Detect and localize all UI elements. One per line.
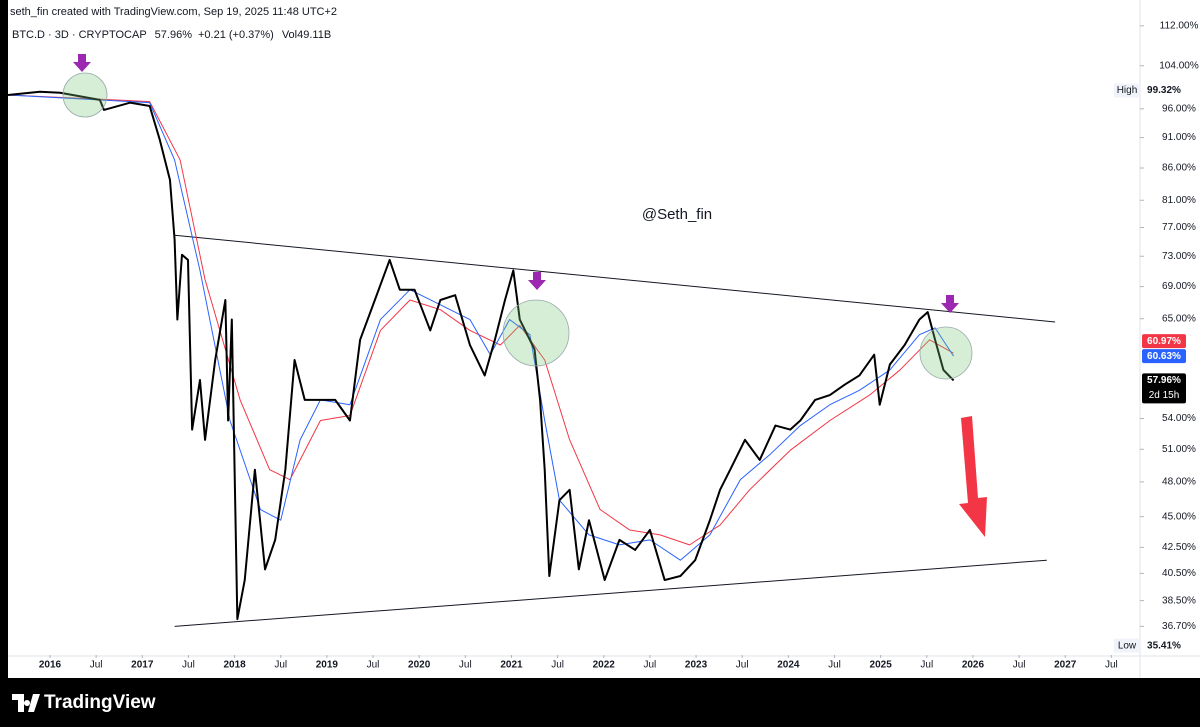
annotations [62,54,987,537]
price-label [1142,349,1186,364]
footer [0,678,1200,727]
y-tick-label: 65.00% [1162,313,1196,324]
x-tick-label: Jul [1105,660,1118,671]
highlight-circle [919,326,973,380]
x-tick-label: 2026 [962,660,985,671]
y-tick-label: 69.00% [1162,281,1196,292]
price-tag: High [1117,85,1138,96]
y-tick-label: 86.00% [1162,163,1196,174]
x-tick-label: 2027 [1054,660,1077,671]
x-tick-label: 2016 [39,660,62,671]
trendline [174,559,1047,627]
x-tick-label: 2023 [685,660,708,671]
x-tick-label: Jul [551,660,564,671]
watermark: @Seth_fin [642,206,712,223]
x-tick-label: 2020 [408,660,431,671]
y-tick-label: 36.70% [1162,621,1196,632]
price-label [1142,83,1186,98]
x-tick-label: Jul [367,660,380,671]
y-tick-label: 96.00% [1162,103,1196,114]
price-label-text: 99.32% [1147,85,1181,96]
price-label [1142,638,1186,653]
series-line [7,90,955,621]
x-tick-label: 2018 [223,660,246,671]
x-tick-label: 2024 [777,660,800,671]
x-tick-label: 2017 [131,660,154,671]
price-label-text: 60.97% [1147,336,1181,347]
y-tick-label: 45.00% [1162,511,1196,522]
price-tag-box [1114,83,1140,98]
x-tick-label: Jul [736,660,749,671]
volume: Vol49.11B [282,29,331,41]
price-tag: Low [1118,640,1137,651]
x-tick-label: 2021 [500,660,523,671]
y-tick-label: 42.50% [1162,542,1196,553]
y-tick-label: 73.00% [1162,251,1196,262]
price-tag-box [1114,638,1140,653]
x-tick-label: Jul [920,660,933,671]
y-tick-label: 81.00% [1162,195,1196,206]
y-tick-label: 51.00% [1162,444,1196,455]
legend: BTC.D · 3D · CRYPTOCAP 57.96% +0.21 (+0.37… [12,29,331,41]
arrow-marker [941,295,959,313]
price-label [1142,334,1186,349]
series-line [7,94,954,546]
y-tick-label: 77.00% [1162,222,1196,233]
logo-icon [12,694,40,712]
arrow-marker [528,272,546,290]
highlight-circle [502,299,570,367]
price-label [1142,373,1186,404]
series-line [7,94,954,561]
x-tick-label: Jul [274,660,287,671]
y-tick-label: 104.00% [1159,60,1199,71]
y-tick-label: 48.00% [1162,477,1196,488]
y-tick-label: 54.00% [1162,413,1196,424]
arrow-marker [73,54,91,72]
x-tick-label: 2025 [870,660,893,671]
chart-title: seth_fin created with TradingView.com, S… [10,6,337,18]
panel [8,0,1200,678]
x-tick-label: Jul [644,660,657,671]
price-label-countdown: 2d 15h [1149,390,1180,401]
x-tick-label: 2022 [593,660,616,671]
x-tick-label: 2019 [316,660,339,671]
last-value: 57.96% [155,29,193,41]
y-tick-label: 40.50% [1162,568,1196,579]
x-tick-label: Jul [182,660,195,671]
down-arrow [959,416,987,537]
x-tick-label: Jul [459,660,472,671]
logo: TradingView [44,692,156,713]
price-label-text: 60.63% [1147,351,1181,362]
symbol: BTC.D · 3D · CRYPTOCAP [12,29,147,41]
y-tick-label: 112.00% [1160,20,1199,31]
x-tick-label: Jul [90,660,103,671]
price-label-text: 35.41% [1147,640,1181,651]
y-tick-label: 91.00% [1162,132,1196,143]
price-label-text: 57.96% [1147,375,1181,386]
change: +0.21 (+0.37%) [198,29,274,41]
y-tick-label: 38.50% [1162,595,1196,606]
x-tick-label: Jul [1013,660,1026,671]
trendline [174,234,1056,323]
x-tick-label: Jul [828,660,841,671]
highlight-circle [62,72,108,118]
